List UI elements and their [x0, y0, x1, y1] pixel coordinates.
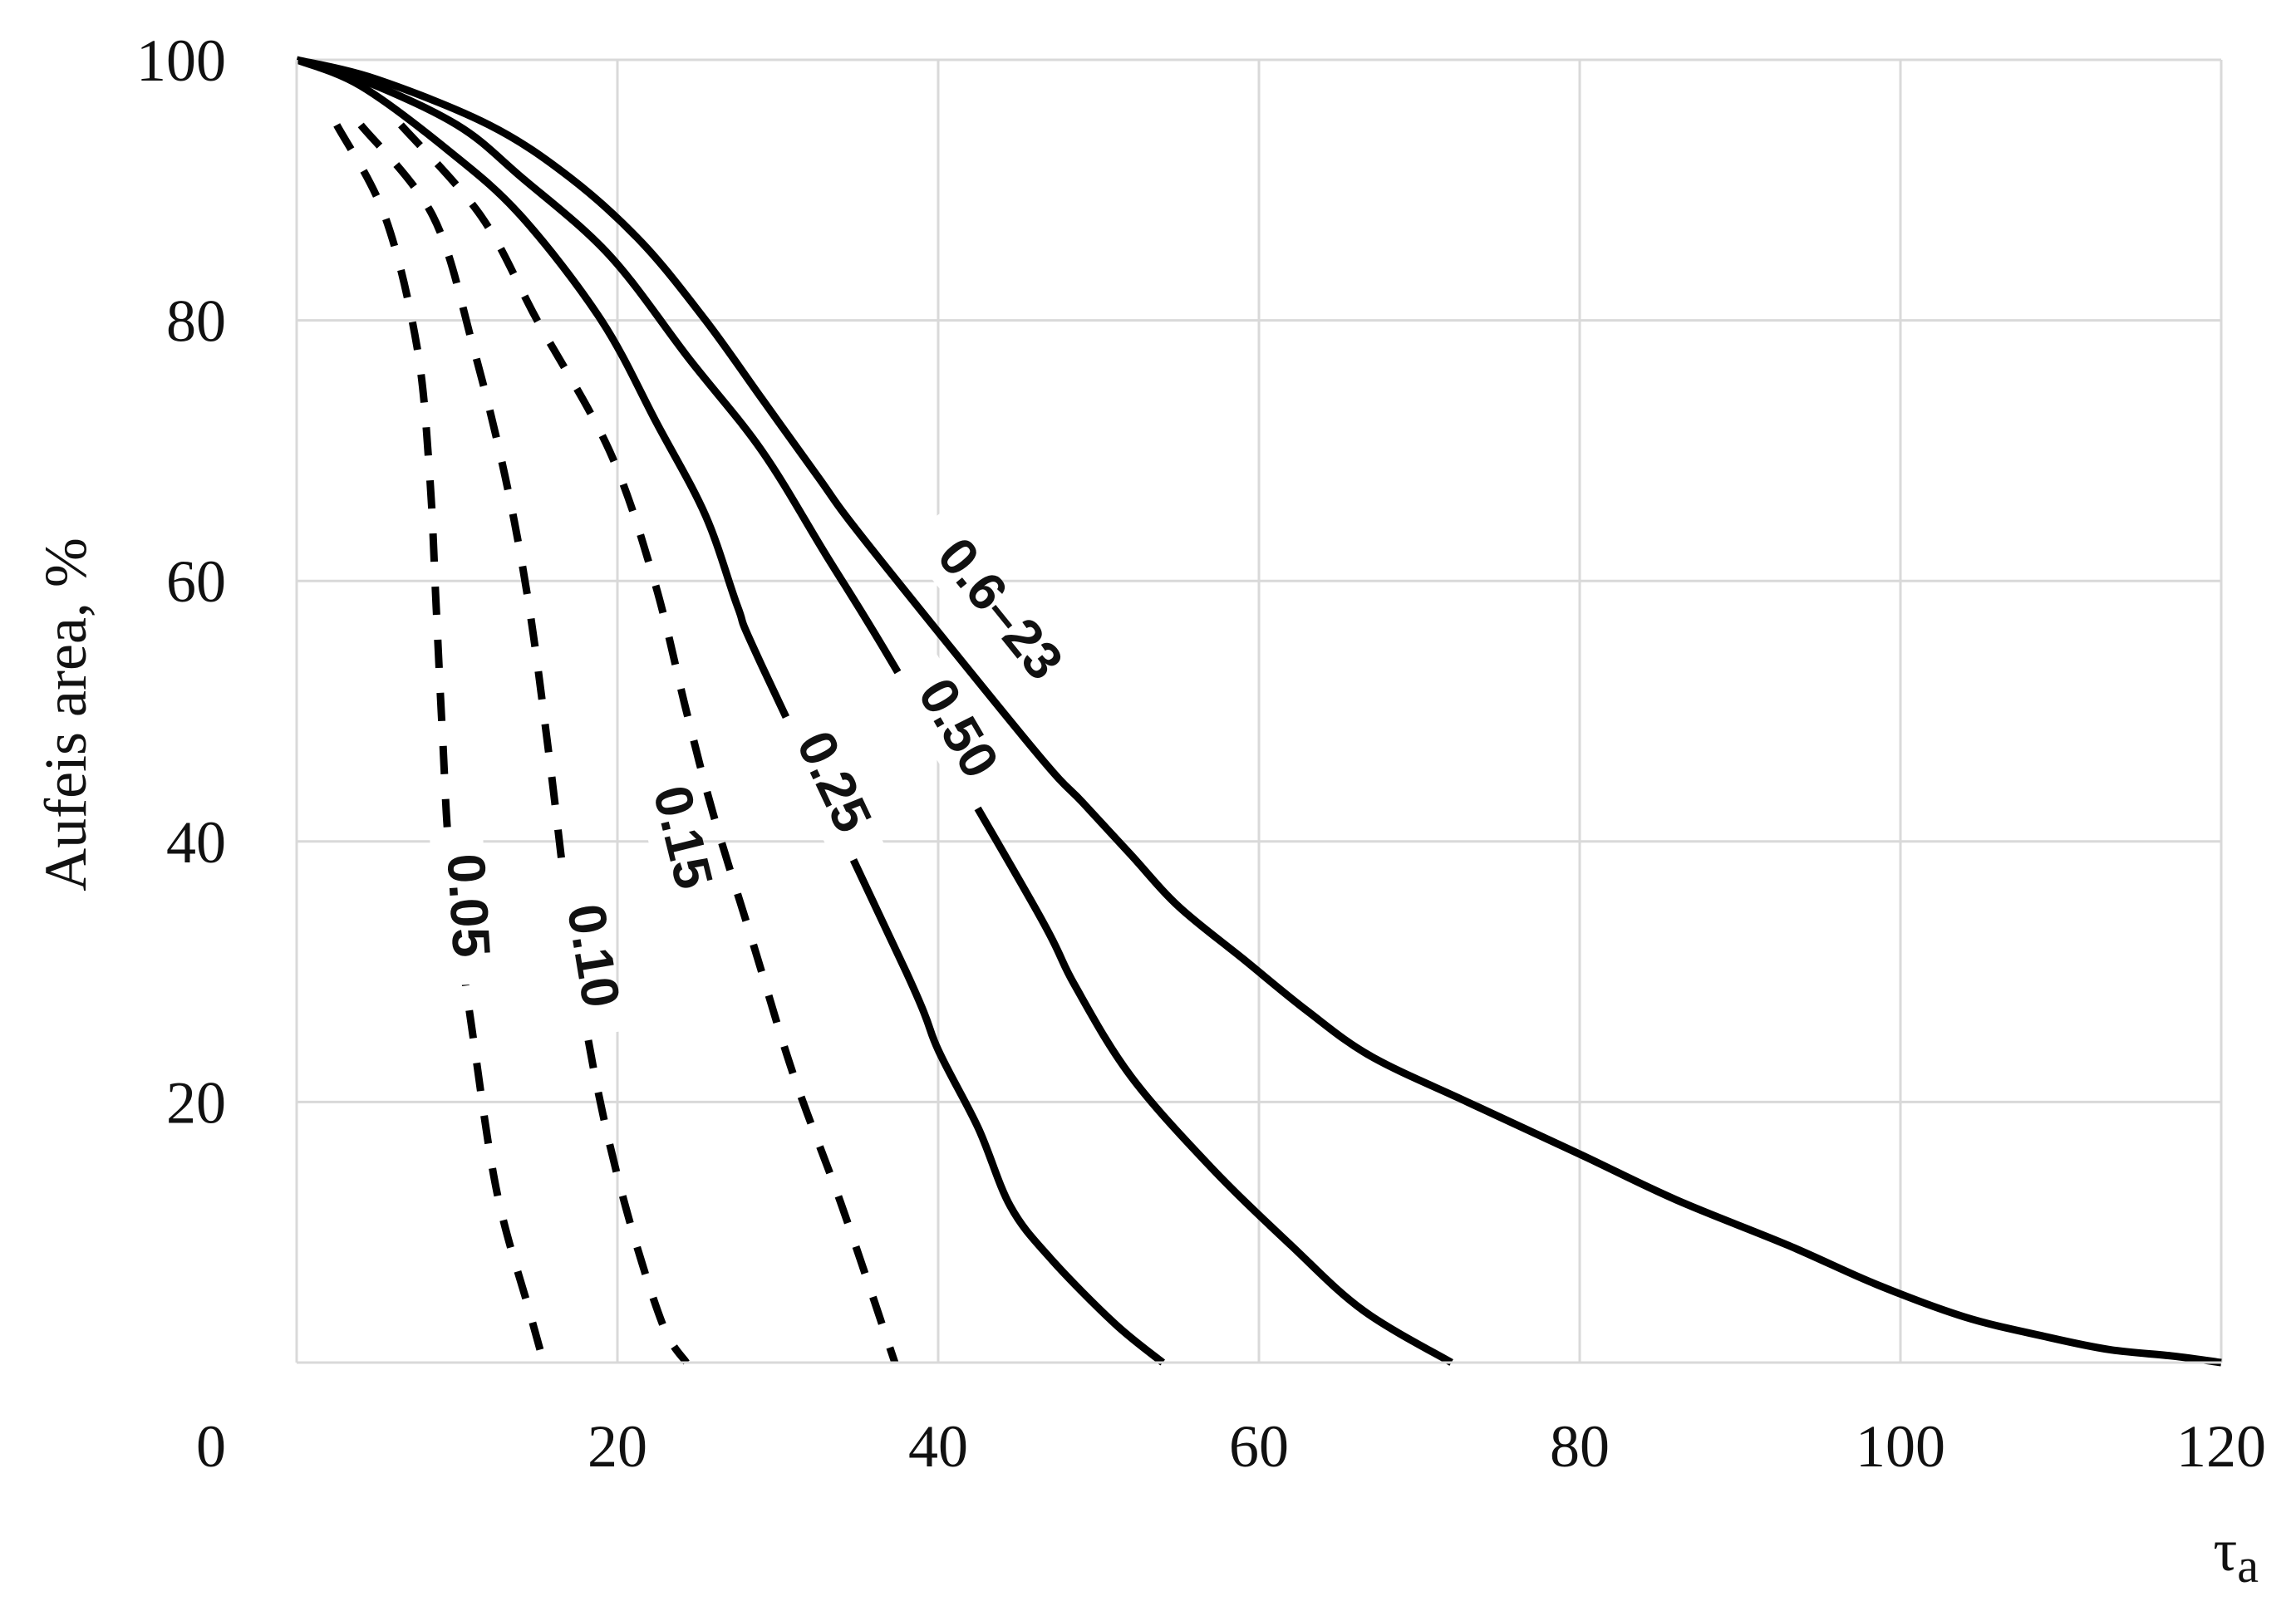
series-label-background — [888, 651, 1015, 814]
x-axis-title: τa — [2213, 1517, 2259, 1593]
series-label-text: 0.05 — [435, 852, 502, 959]
series-label-background — [429, 825, 493, 987]
series-label-1: 0.05 — [429, 825, 502, 987]
x-tick-label: 80 — [1550, 1413, 1610, 1480]
grid — [297, 58, 2223, 1363]
series-line-1 — [333, 123, 548, 1364]
series-label-background — [902, 509, 1085, 718]
series-label-background — [630, 756, 720, 922]
y-tick-label: 60 — [166, 548, 226, 615]
series-line-6 — [295, 56, 2222, 1367]
y-tick-label: 20 — [166, 1069, 226, 1136]
series-label-5: 0.50 — [888, 651, 1015, 814]
series-label-2: 0.10 — [546, 875, 632, 1039]
origin-tick-label: 0 — [196, 1413, 226, 1480]
x-tick-label: 100 — [1856, 1413, 1945, 1480]
series-line-2 — [357, 122, 690, 1365]
series-group — [295, 56, 2222, 1367]
series-label-text: 0.6–23 — [927, 527, 1075, 691]
series-line-3 — [398, 122, 899, 1364]
series-line-5 — [295, 56, 1453, 1366]
series-label-background — [546, 875, 625, 1039]
y-axis-title: Aufeis area, % — [32, 538, 99, 891]
y-tick-label: 80 — [166, 288, 226, 355]
series-label-3: 0.15 — [630, 756, 725, 922]
x-tick-label: 60 — [1229, 1413, 1289, 1480]
series-label-background — [769, 702, 885, 868]
x-tick-label: 40 — [908, 1413, 968, 1480]
x-axis-title-subscript: a — [2237, 1539, 2259, 1593]
x-tick-label: 120 — [2176, 1413, 2266, 1480]
y-tick-label: 40 — [166, 809, 226, 876]
axes: 20 40 60 80 100 120 20 40 60 80 100 0 — [136, 27, 2266, 1480]
series-line-4 — [295, 56, 1166, 1366]
x-tick-label: 20 — [588, 1413, 647, 1480]
x-axis-title-main: τ — [2213, 1517, 2237, 1584]
y-tick-label: 100 — [136, 27, 226, 94]
